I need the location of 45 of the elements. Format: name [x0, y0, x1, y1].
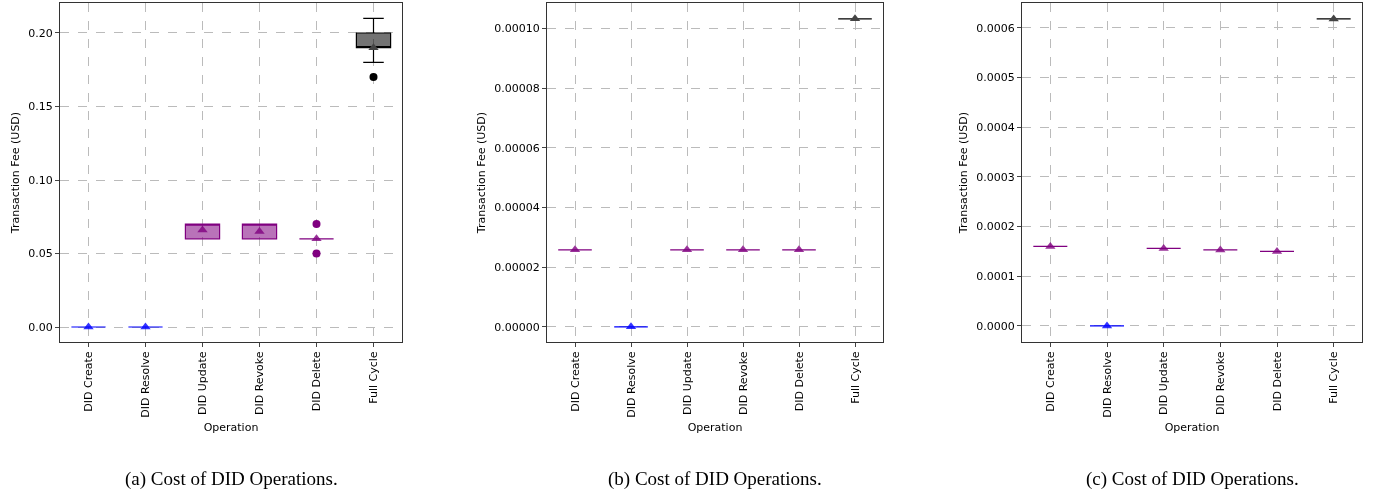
x-tick-label: DID Resolve [139, 351, 153, 418]
y-tick-label: 0.0006 [976, 21, 1015, 35]
x-tick-label: Full Cycle [1327, 351, 1341, 404]
y-tick-label: 0.0003 [976, 170, 1015, 184]
x-tick-label: DID Delete [792, 351, 806, 412]
y-tick-label: 0.00010 [494, 22, 540, 36]
x-tick-label: DID Delete [1270, 351, 1284, 412]
y-tick-label: 0.00000 [494, 320, 540, 334]
x-tick-label: DID Resolve [1100, 351, 1114, 418]
x-tick-label: DID Update [1157, 351, 1171, 415]
text: (b) Cost of DID Operations. [608, 468, 822, 490]
text: (c) Cost of DID Operations. [1086, 468, 1299, 490]
x-tick-label: DID Create [1043, 351, 1057, 412]
y-axis-title: Transaction Fee (USD) [956, 111, 970, 235]
y-tick-label: 0.0002 [976, 220, 1015, 234]
x-tick-label: DID Resolve [624, 351, 638, 418]
y-tick-label: 0.00004 [494, 201, 540, 215]
y-tick-label: 0.0001 [976, 270, 1015, 284]
y-tick-label: 0.0004 [976, 121, 1015, 135]
x-tick-label: DID Revoke [253, 351, 267, 415]
text: (a) Cost of DID Operations. [125, 468, 338, 490]
x-tick-label: DID Revoke [1213, 351, 1227, 415]
x-tick-label: DID Delete [310, 351, 324, 412]
x-axis-title: Operation [203, 421, 259, 435]
y-tick-label: 0.20 [28, 26, 53, 40]
x-tick-label: Full Cycle [848, 351, 862, 404]
x-axis-title: Operation [1164, 421, 1220, 435]
y-tick-label: 0.00 [28, 320, 53, 334]
y-tick-label: 0.00008 [494, 81, 540, 95]
x-tick-label: DID Create [82, 351, 96, 412]
y-tick-label: 0.05 [28, 247, 53, 261]
y-axis-title: Transaction Fee (USD) [8, 111, 22, 235]
y-tick-label: 0.0005 [976, 71, 1015, 85]
y-tick-label: 0.0000 [976, 319, 1015, 333]
y-axis-title: Transaction Fee (USD) [474, 111, 488, 235]
y-tick-label: 0.10 [28, 173, 53, 187]
x-axis-title: Operation [687, 421, 743, 435]
x-tick-label: DID Update [196, 351, 210, 415]
x-tick-label: Full Cycle [367, 351, 381, 404]
y-tick-label: 0.00006 [494, 141, 540, 155]
x-tick-label: DID Update [680, 351, 694, 415]
x-tick-label: DID Create [568, 351, 582, 412]
y-tick-label: 0.00002 [494, 260, 540, 274]
y-tick-label: 0.15 [28, 100, 53, 114]
x-tick-label: DID Revoke [736, 351, 750, 415]
